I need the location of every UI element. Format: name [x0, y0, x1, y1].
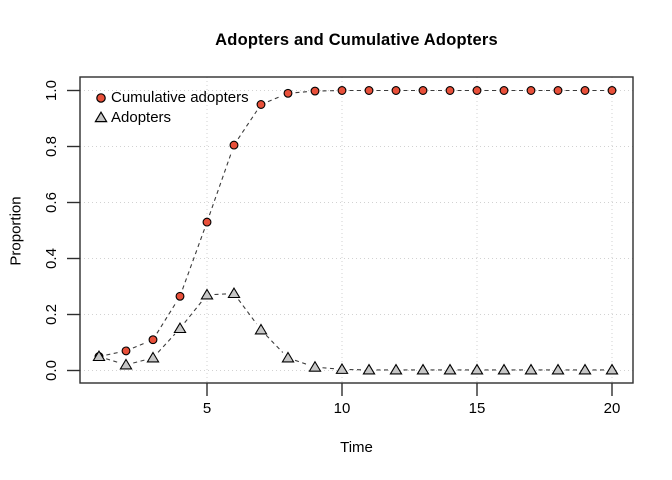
- data-point-adopters: [416, 363, 430, 375]
- x-tick-label: 5: [203, 400, 211, 417]
- data-point-adopters: [578, 363, 592, 375]
- data-point-adopters: [389, 363, 403, 375]
- series-segment-cumulative: [208, 151, 233, 216]
- series-segment-cumulative: [156, 302, 177, 334]
- series-segment-adopters: [105, 358, 120, 364]
- chart-title: Adopters and Cumulative Adopters: [215, 31, 498, 49]
- data-point-adopters: [146, 351, 160, 363]
- series-segment-adopters: [265, 334, 284, 353]
- data-point-adopters: [470, 363, 484, 375]
- plot-border: [79, 76, 634, 384]
- data-point-adopters: [524, 363, 538, 375]
- data-point-cumulative-adopters: [553, 86, 563, 95]
- data-point-cumulative-adopters: [229, 140, 239, 150]
- circle-icon: [90, 92, 111, 104]
- series-segment-adopters: [157, 333, 176, 353]
- data-point-adopters: [551, 363, 565, 375]
- x-tick-label: 15: [469, 400, 486, 417]
- data-point-adopters: [173, 322, 187, 334]
- x-tick-label: 10: [334, 400, 351, 417]
- y-tick-label: 0.4: [43, 248, 60, 269]
- data-point-cumulative-adopters: [526, 86, 536, 95]
- data-point-cumulative-adopters: [148, 335, 158, 345]
- data-point-cumulative-adopters: [364, 86, 374, 95]
- data-point-cumulative-adopters: [283, 88, 293, 98]
- data-point-cumulative-adopters: [256, 100, 266, 109]
- data-point-cumulative-adopters: [391, 86, 401, 95]
- data-point-adopters: [119, 358, 133, 370]
- legend: Cumulative adopters Adopters: [90, 88, 249, 127]
- data-point-adopters: [227, 287, 241, 299]
- series-segment-cumulative: [295, 91, 308, 94]
- y-tick-label: 0.2: [43, 304, 60, 325]
- data-point-cumulative-adopters: [445, 86, 455, 95]
- data-point-adopters: [443, 363, 457, 375]
- series-segment-adopters: [214, 293, 227, 296]
- legend-item-adopters: Adopters: [90, 108, 249, 128]
- legend-label: Cumulative adopters: [111, 89, 249, 107]
- data-point-cumulative-adopters: [337, 86, 347, 95]
- y-tick-label: 0.0: [43, 360, 60, 381]
- data-point-cumulative-adopters: [580, 86, 590, 95]
- data-point-adopters: [281, 351, 295, 363]
- data-point-adopters: [335, 362, 349, 374]
- data-point-cumulative-adopters: [472, 86, 482, 95]
- x-tick-label: 20: [604, 400, 621, 417]
- series-segment-adopters: [238, 299, 257, 325]
- data-point-cumulative-adopters: [418, 86, 428, 95]
- data-point-cumulative-adopters: [202, 217, 212, 227]
- data-point-adopters: [497, 363, 511, 375]
- data-point-cumulative-adopters: [499, 86, 509, 95]
- series-segment-adopters: [294, 359, 309, 366]
- legend-item-cumulative-adopters: Cumulative adopters: [90, 88, 249, 108]
- series-segment-adopters: [322, 367, 335, 370]
- data-point-adopters: [308, 360, 322, 372]
- data-point-cumulative-adopters: [607, 86, 617, 95]
- data-point-cumulative-adopters: [121, 346, 131, 356]
- legend-label: Adopters: [111, 108, 172, 126]
- data-point-adopters: [605, 363, 619, 375]
- y-tick-label: 1.0: [43, 80, 60, 101]
- y-tick-label: 0.6: [43, 192, 60, 213]
- series-segment-adopters: [133, 359, 146, 364]
- series-segment-cumulative: [132, 342, 147, 349]
- y-tick-label: 0.8: [43, 136, 60, 157]
- data-point-cumulative-adopters: [310, 86, 320, 96]
- x-axis-title: Time: [340, 439, 373, 456]
- data-point-adopters: [254, 323, 268, 335]
- series-segment-cumulative: [182, 228, 205, 290]
- series-segment-adopters: [184, 300, 203, 323]
- data-point-cumulative-adopters: [175, 291, 185, 301]
- series-segment-cumulative: [237, 110, 258, 140]
- data-point-adopters: [92, 350, 106, 362]
- data-point-adopters: [200, 288, 214, 300]
- triangle-icon: [90, 111, 111, 123]
- series-segment-cumulative: [267, 95, 282, 103]
- data-point-adopters: [362, 363, 376, 375]
- series-segment-cumulative: [106, 351, 119, 356]
